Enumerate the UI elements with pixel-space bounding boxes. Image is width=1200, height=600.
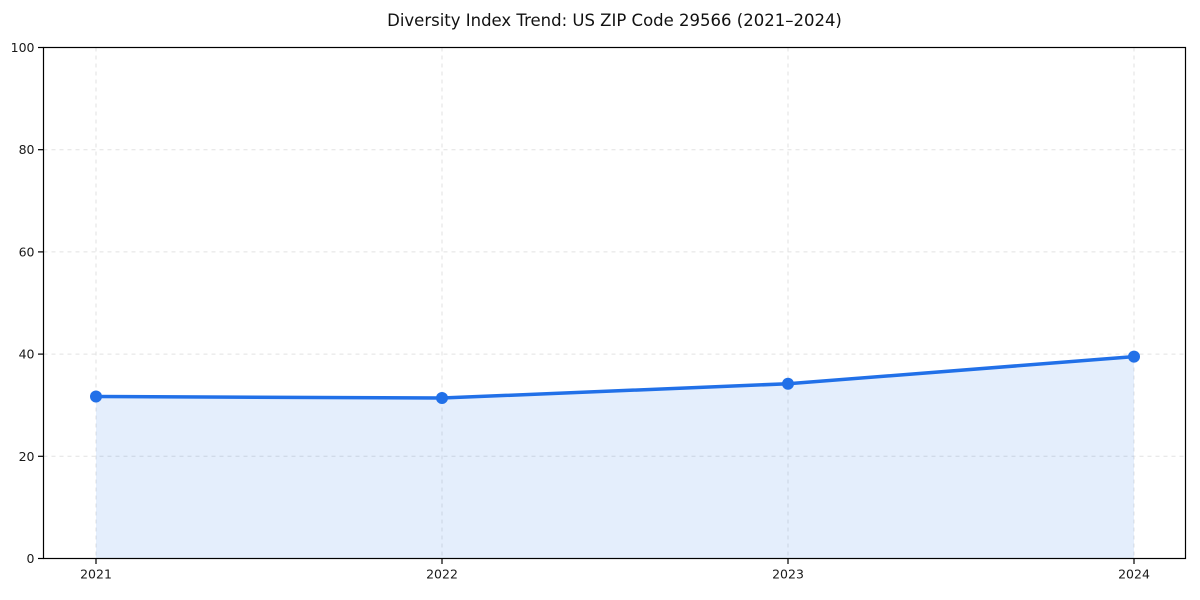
tick-labels: 0 20 40 60 80 100 2021 2022 2023 2024 bbox=[11, 40, 1150, 582]
x-tick-label: 2021 bbox=[80, 567, 112, 582]
data-point-marker bbox=[782, 377, 794, 390]
x-tick-label: 2024 bbox=[1118, 567, 1150, 582]
data-point-marker bbox=[436, 392, 448, 405]
tick-marks bbox=[38, 46, 1135, 564]
plot-border bbox=[42, 46, 1187, 560]
y-tick-label: 0 bbox=[27, 551, 35, 566]
y-tick-label: 80 bbox=[19, 142, 35, 157]
gridlines bbox=[43, 47, 1186, 559]
trend-line bbox=[94, 354, 1136, 400]
data-point-marker bbox=[90, 390, 102, 403]
y-tick-label: 40 bbox=[19, 347, 35, 362]
y-tick-label: 100 bbox=[11, 40, 35, 55]
x-tick-label: 2023 bbox=[772, 567, 804, 582]
chart-title: Diversity Index Trend: US ZIP Code 29566… bbox=[387, 11, 842, 30]
x-tick-label: 2022 bbox=[426, 567, 458, 582]
y-tick-label: 60 bbox=[19, 244, 35, 259]
y-tick-label: 20 bbox=[19, 449, 35, 464]
data-point-marker bbox=[1128, 350, 1140, 363]
area-fill bbox=[96, 356, 1134, 559]
